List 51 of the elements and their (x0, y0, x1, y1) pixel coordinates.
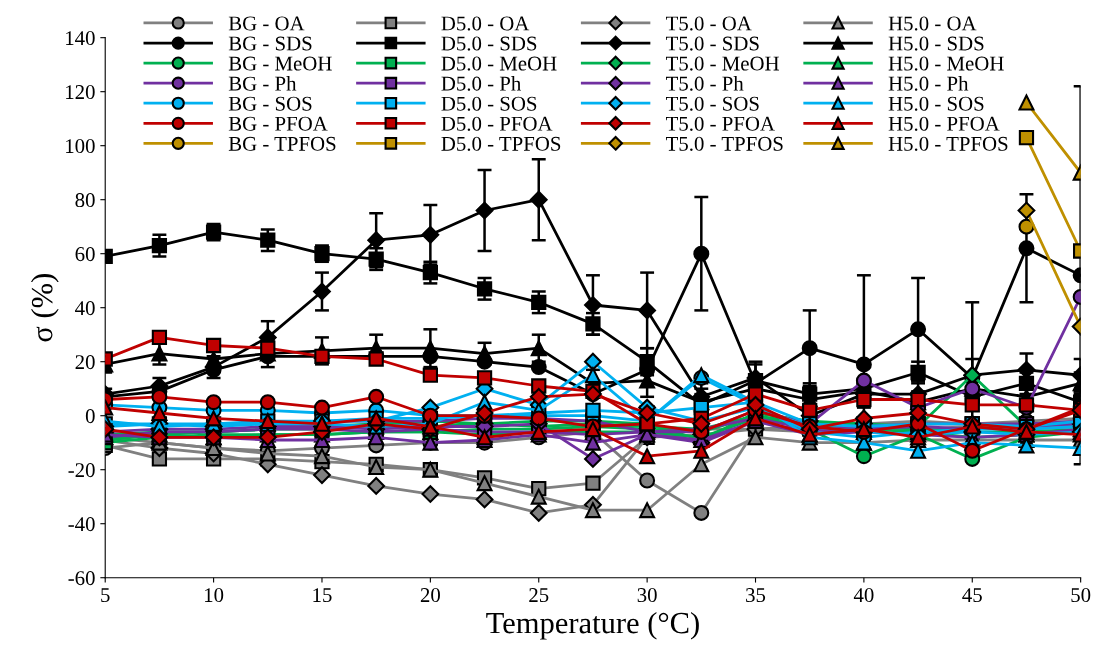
legend-label: T5.0 - SDS (666, 36, 759, 51)
legend-label: BG - Ph (228, 76, 297, 91)
legend-label: BG - OA (228, 16, 305, 31)
legend-label: H5.0 - OA (888, 16, 977, 31)
legend-label: D5.0 - OA (441, 16, 530, 31)
y-tick-label: -60 (68, 571, 95, 586)
x-tick-label: 25 (529, 588, 549, 603)
legend-label: BG - SDS (228, 36, 312, 51)
y-tick-label: -20 (68, 463, 95, 478)
y-tick-label: -40 (68, 517, 95, 532)
y-tick-label: 0 (85, 409, 95, 424)
y-axis-title: σ (%) (30, 274, 59, 342)
y-tick-label: 120 (66, 85, 95, 100)
x-axis-title: Temperature (°C) (486, 611, 699, 640)
legend-label: T5.0 - MeOH (666, 56, 779, 71)
x-tick-label: 45 (962, 588, 982, 603)
legend-label: H5.0 - SOS (888, 96, 984, 111)
y-tick-label: 80 (75, 193, 95, 208)
x-tick-label: 15 (313, 588, 332, 603)
legend-label: D5.0 - PFOA (441, 116, 553, 131)
legend-label: D5.0 - SOS (441, 96, 537, 111)
x-tick-label: 30 (637, 588, 657, 603)
x-tick-label: 35 (746, 588, 766, 603)
legend-label: T5.0 - SOS (666, 96, 759, 111)
legend-label: H5.0 - PFOA (888, 116, 1000, 131)
legend-label: D5.0 - SDS (441, 36, 537, 51)
legend-label: T5.0 - Ph (666, 76, 744, 91)
legend-label: BG - MeOH (228, 56, 332, 71)
legend-label: H5.0 - TPFOS (888, 136, 1008, 151)
x-tick-label: 10 (205, 588, 224, 603)
legend-label: D5.0 - Ph (441, 76, 522, 91)
x-tick-label: 40 (853, 588, 874, 603)
legend-label: BG - SOS (228, 96, 312, 111)
legend-label: H5.0 - Ph (888, 76, 969, 91)
y-tick-label: 60 (75, 247, 95, 262)
legend-label: T5.0 - OA (666, 16, 752, 31)
legend-label: BG - TPFOS (228, 136, 336, 151)
legend-label: BG - PFOA (228, 116, 328, 131)
y-tick-label: 100 (66, 139, 95, 154)
legend-label: D5.0 - MeOH (441, 56, 557, 71)
legend-label: H5.0 - MeOH (888, 56, 1004, 71)
y-tick-label: 40 (75, 301, 95, 316)
legend-label: D5.0 - TPFOS (441, 136, 561, 151)
legend-label: T5.0 - TPFOS (666, 136, 783, 151)
x-tick-label: 50 (1071, 588, 1091, 603)
x-tick-label: 20 (420, 588, 440, 603)
y-tick-label: 20 (75, 355, 95, 370)
legend-label: T5.0 - PFOA (666, 116, 775, 131)
x-tick-label: 5 (101, 588, 110, 603)
y-tick-label: 140 (66, 31, 95, 46)
legend-label: H5.0 - SDS (888, 36, 984, 51)
